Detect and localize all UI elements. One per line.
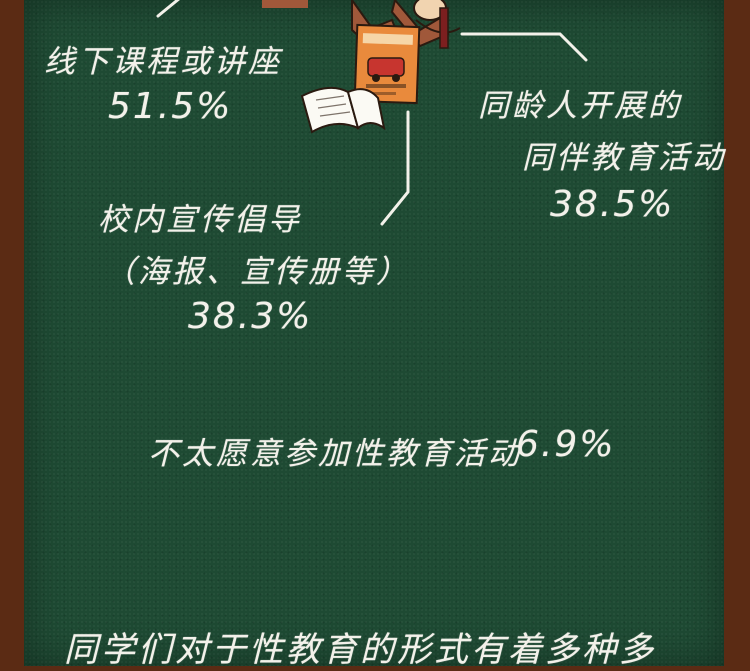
item-2-label-line1: 同龄人开展的: [478, 88, 682, 124]
item-1-value: 51.5%: [108, 86, 233, 127]
item-4-value: 6.9%: [516, 424, 616, 465]
footer-text: 同学们对于性教育的形式有着多种多: [64, 630, 656, 670]
item-2-label-line2: 同伴教育活动: [522, 140, 726, 176]
item-3-value: 38.3%: [188, 296, 313, 337]
item-1-label: 线下课程或讲座: [44, 44, 282, 80]
item-4-label: 不太愿意参加性教育活动: [148, 436, 522, 472]
item-3-label-line2: （海报、宣传册等）: [104, 254, 410, 290]
open-book-icon: [300, 86, 386, 134]
item-2-value: 38.5%: [550, 184, 675, 225]
item-3-label-line1: 校内宣传倡导: [98, 202, 302, 238]
figure-fragment: [262, 0, 308, 8]
pointer-line-1: [156, 0, 180, 18]
pointer-line-3: [380, 110, 410, 226]
poster-icon: [353, 23, 421, 105]
pointer-line-2: [460, 32, 588, 62]
